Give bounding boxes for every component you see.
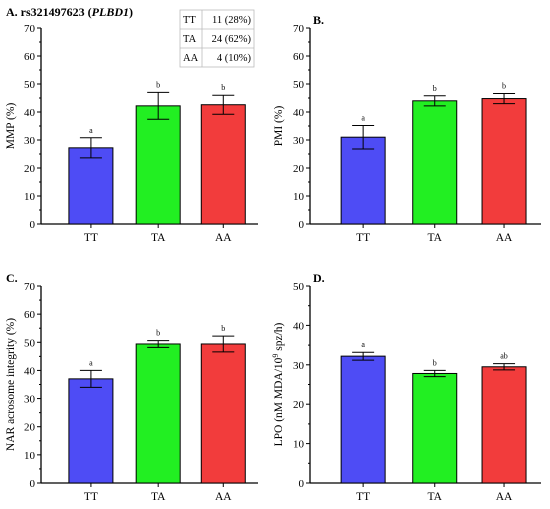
y-tick-label: 60 bbox=[293, 51, 305, 63]
bar-AA bbox=[481, 98, 527, 225]
bar-TA bbox=[135, 343, 181, 484]
x-tick-label: TA bbox=[428, 491, 443, 503]
y-tick-label: 0 bbox=[30, 219, 36, 231]
bar-AA bbox=[481, 366, 527, 484]
y-tick-label: 40 bbox=[24, 107, 36, 119]
panel-3: 0 10 20 30 40 50 60 70 NAR acrosome integrity (%… bbox=[5, 271, 258, 503]
y-tick-label: 30 bbox=[293, 135, 305, 147]
table-count: 4 (10%) bbox=[217, 53, 252, 64]
x-tick-label: AA bbox=[215, 491, 232, 503]
significance-letter: b bbox=[433, 358, 437, 367]
y-tick-label: 0 bbox=[30, 478, 36, 490]
bar-TA bbox=[135, 105, 181, 225]
y-tick-label: 40 bbox=[293, 320, 305, 332]
y-axis-label: PMI (%) bbox=[273, 106, 285, 147]
panel-label: B. bbox=[313, 13, 324, 27]
bar-TA bbox=[412, 100, 458, 225]
panel-4: 0 10 20 30 40 50 LPO (nM MDA/109 spz/h) TT a TA b A… bbox=[271, 271, 541, 503]
panel-1: 0 10 20 30 40 50 60 70 MMP (%) TT a TA b AA b A. rs3214… bbox=[5, 5, 258, 244]
y-tick-label: 50 bbox=[24, 79, 36, 91]
significance-letter: a bbox=[361, 113, 365, 122]
y-axis-label: MMP (%) bbox=[5, 103, 17, 150]
significance-letter: ab bbox=[500, 352, 508, 361]
table-genotype: AA bbox=[183, 53, 199, 64]
y-tick-label: 70 bbox=[293, 23, 305, 35]
y-tick-label: 40 bbox=[24, 365, 36, 377]
bar-AA bbox=[200, 104, 246, 225]
y-tick-label: 0 bbox=[299, 478, 305, 490]
table-count: 24 (62%) bbox=[212, 34, 252, 45]
y-tick-label: 20 bbox=[293, 163, 305, 175]
significance-letter: b bbox=[221, 324, 225, 333]
x-tick-label: TT bbox=[84, 232, 98, 244]
panel-label: D. bbox=[313, 271, 325, 285]
panel-label: A. rs321497623 (PLBD1) bbox=[6, 5, 133, 19]
x-tick-label: TT bbox=[356, 491, 370, 503]
significance-letter: a bbox=[89, 358, 93, 367]
y-tick-label: 60 bbox=[24, 309, 36, 321]
bar-TT bbox=[68, 378, 114, 484]
x-tick-label: TA bbox=[151, 491, 166, 503]
y-tick-label: 70 bbox=[24, 23, 36, 35]
y-tick-label: 10 bbox=[293, 191, 305, 203]
significance-letter: b bbox=[156, 329, 160, 338]
y-tick-label: 20 bbox=[24, 422, 36, 434]
x-tick-label: AA bbox=[496, 491, 513, 503]
panel-label: C. bbox=[6, 271, 18, 285]
y-tick-label: 10 bbox=[293, 439, 305, 451]
significance-letter: b bbox=[433, 84, 437, 93]
x-tick-label: TA bbox=[151, 232, 166, 244]
significance-letter: b bbox=[502, 82, 506, 91]
significance-letter: b bbox=[156, 80, 160, 89]
x-tick-label: TA bbox=[428, 232, 443, 244]
y-tick-label: 50 bbox=[24, 337, 36, 349]
y-tick-label: 50 bbox=[293, 281, 305, 293]
table-count: 11 (28%) bbox=[212, 15, 251, 26]
significance-letter: a bbox=[361, 340, 365, 349]
y-tick-label: 50 bbox=[293, 79, 305, 91]
y-tick-label: 70 bbox=[24, 281, 36, 293]
y-tick-label: 0 bbox=[299, 219, 305, 231]
bar-TT bbox=[340, 136, 386, 225]
table-border bbox=[179, 9, 255, 68]
bar-TA bbox=[412, 372, 458, 484]
panel-2: 0 10 20 30 40 50 60 70 PMI (%) TT a TA b AA b B. bbox=[273, 13, 541, 244]
significance-letter: a bbox=[89, 126, 93, 135]
y-tick-label: 20 bbox=[293, 399, 305, 411]
x-tick-label: AA bbox=[215, 232, 232, 244]
bar-AA bbox=[200, 343, 246, 484]
y-tick-label: 20 bbox=[24, 163, 36, 175]
x-tick-label: AA bbox=[496, 232, 513, 244]
y-tick-label: 30 bbox=[24, 135, 36, 147]
y-tick-label: 40 bbox=[293, 107, 305, 119]
y-tick-label: 60 bbox=[24, 51, 36, 63]
bar-TT bbox=[68, 147, 114, 225]
significance-letter: b bbox=[221, 83, 225, 92]
y-tick-label: 10 bbox=[24, 191, 36, 203]
table-genotype: TA bbox=[183, 34, 197, 45]
table-genotype: TT bbox=[183, 15, 196, 26]
y-axis-label: NAR acrosome integrity (%) bbox=[5, 318, 17, 451]
y-tick-label: 10 bbox=[24, 450, 36, 462]
y-tick-label: 30 bbox=[24, 394, 36, 406]
bar-TT bbox=[340, 355, 386, 484]
y-tick-label: 30 bbox=[293, 360, 305, 372]
x-tick-label: TT bbox=[84, 491, 98, 503]
genotype-table: TT 11 (28%) TA 24 (62%) AA 4 (10%) bbox=[179, 9, 255, 68]
y-axis-label: LPO (nM MDA/109 spz/h) bbox=[271, 322, 285, 446]
x-tick-label: TT bbox=[356, 232, 370, 244]
